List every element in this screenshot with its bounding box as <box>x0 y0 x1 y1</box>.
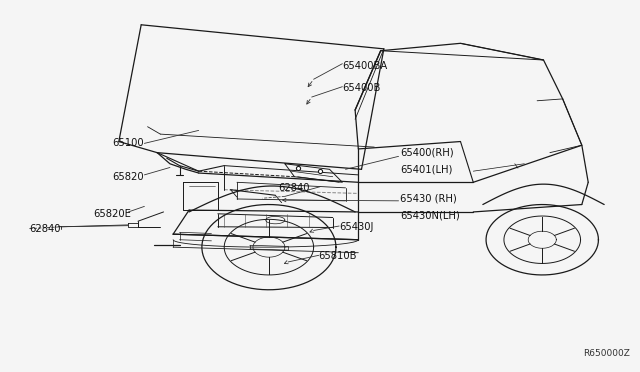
Text: 65430J: 65430J <box>339 222 374 232</box>
Text: 62840: 62840 <box>29 224 61 234</box>
Text: R650000Z: R650000Z <box>583 349 630 358</box>
Text: 65400B: 65400B <box>342 83 381 93</box>
Text: 65400(RH): 65400(RH) <box>400 148 454 158</box>
Text: 65400BA: 65400BA <box>342 61 388 71</box>
Text: 65810B: 65810B <box>319 251 357 262</box>
Text: 65401(LH): 65401(LH) <box>400 164 452 174</box>
Text: 65430N(LH): 65430N(LH) <box>400 211 460 221</box>
Text: 62840: 62840 <box>278 183 310 193</box>
Text: 65820E: 65820E <box>93 209 131 219</box>
Text: 65820: 65820 <box>113 172 144 182</box>
Text: 65100: 65100 <box>113 138 144 148</box>
Text: 65430 (RH): 65430 (RH) <box>400 194 456 204</box>
